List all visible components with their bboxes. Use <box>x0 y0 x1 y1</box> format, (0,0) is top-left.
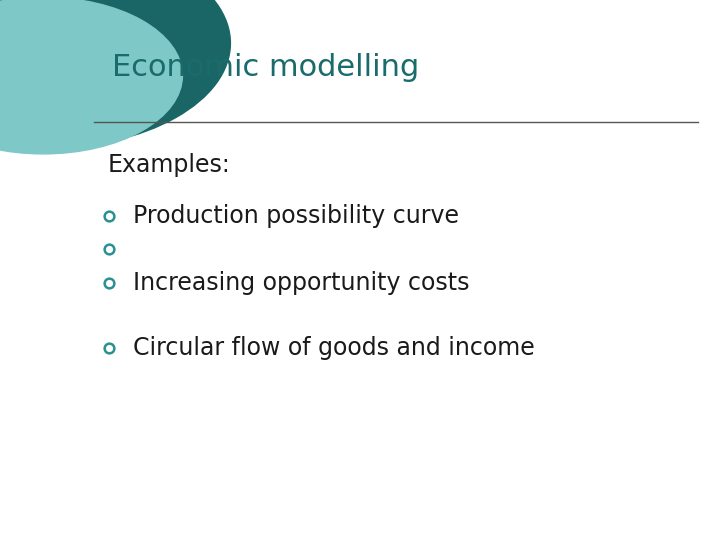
Text: Examples:: Examples: <box>108 153 230 177</box>
Text: Increasing opportunity costs: Increasing opportunity costs <box>133 271 469 295</box>
Text: Production possibility curve: Production possibility curve <box>133 204 459 228</box>
Text: Circular flow of goods and income: Circular flow of goods and income <box>133 336 535 360</box>
Ellipse shape <box>0 0 182 154</box>
Ellipse shape <box>0 0 230 148</box>
Text: Economic modelling: Economic modelling <box>112 53 419 82</box>
